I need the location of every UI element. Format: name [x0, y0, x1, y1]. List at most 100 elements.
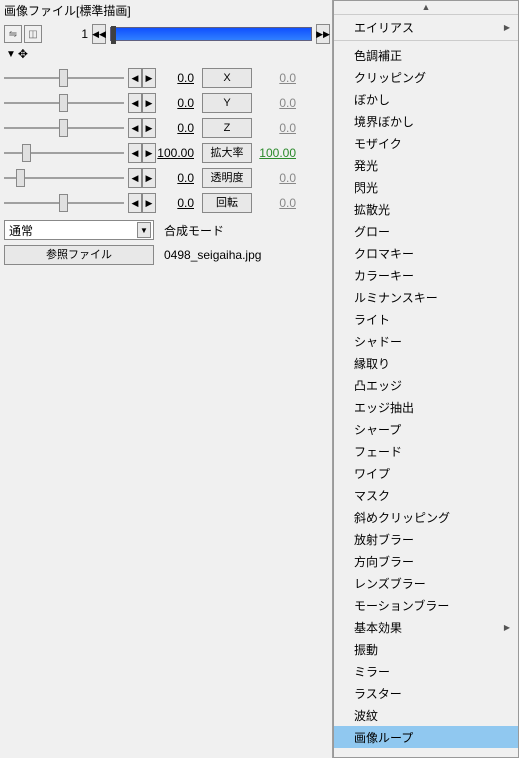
- slider-y[interactable]: [4, 93, 124, 113]
- menu-item[interactable]: シャドー: [334, 330, 518, 352]
- context-menu: ▲ エイリアス色調補正クリッピングぼかし境界ぼかしモザイク発光閃光拡散光グローク…: [333, 0, 519, 758]
- menu-item[interactable]: エッジ抽出: [334, 396, 518, 418]
- param-label-button[interactable]: 拡大率: [202, 143, 252, 163]
- menu-item[interactable]: モーションブラー: [334, 594, 518, 616]
- slider-thumb[interactable]: [59, 94, 68, 112]
- slider-track: [4, 102, 124, 104]
- slider-track: [4, 127, 124, 129]
- left-panel: 画像ファイル[標準描画] ⇋ ◫ 1 ◀◀ ▶▶ ▼ ✥ ◀▶0.0X0.0◀▶…: [0, 0, 333, 758]
- menu-item[interactable]: 縁取り: [334, 352, 518, 374]
- nudge-right[interactable]: ▶: [142, 193, 156, 213]
- menu-item[interactable]: カラーキー: [334, 264, 518, 286]
- slider-alpha[interactable]: [4, 168, 124, 188]
- menu-item[interactable]: エイリアス: [334, 17, 518, 41]
- menu-item[interactable]: 拡散光: [334, 198, 518, 220]
- menu-item[interactable]: グロー: [334, 220, 518, 242]
- menu-item[interactable]: 基本効果: [334, 616, 518, 638]
- seek-left-button[interactable]: ◀◀: [92, 24, 106, 44]
- value-left[interactable]: 100.00: [156, 146, 200, 160]
- value-right[interactable]: 0.0: [254, 121, 298, 135]
- seek-buttons-right: ▶▶: [316, 24, 330, 44]
- nudge-right[interactable]: ▶: [142, 93, 156, 113]
- slider-thumb[interactable]: [59, 194, 68, 212]
- value-right[interactable]: 0.0: [254, 171, 298, 185]
- slider-z[interactable]: [4, 118, 124, 138]
- slider-scale[interactable]: [4, 143, 124, 163]
- param-label-button[interactable]: 透明度: [202, 168, 252, 188]
- nudge-x: ◀▶: [128, 68, 156, 88]
- nudge-left[interactable]: ◀: [128, 193, 142, 213]
- menu-item[interactable]: 方向ブラー: [334, 550, 518, 572]
- menu-item[interactable]: 画像ループ: [334, 726, 518, 748]
- menu-item[interactable]: 放射ブラー: [334, 528, 518, 550]
- menu-item[interactable]: ぼかし: [334, 88, 518, 110]
- timeline-handle[interactable]: [111, 26, 116, 44]
- menu-item[interactable]: 波紋: [334, 704, 518, 726]
- param-label-button[interactable]: X: [202, 68, 252, 88]
- menu-item[interactable]: 斜めクリッピング: [334, 506, 518, 528]
- nudge-right[interactable]: ▶: [142, 118, 156, 138]
- menu-item[interactable]: ラスター: [334, 682, 518, 704]
- menu-item[interactable]: ワイプ: [334, 462, 518, 484]
- param-row-z: ◀▶0.0Z0.0: [4, 116, 328, 140]
- menu-item[interactable]: 振動: [334, 638, 518, 660]
- menu-item[interactable]: クリッピング: [334, 66, 518, 88]
- menu-item[interactable]: レンズブラー: [334, 572, 518, 594]
- nudge-right[interactable]: ▶: [142, 68, 156, 88]
- menu-item[interactable]: モザイク: [334, 132, 518, 154]
- param-label-button[interactable]: 回転: [202, 193, 252, 213]
- value-left[interactable]: 0.0: [156, 196, 200, 210]
- menu-item[interactable]: 閃光: [334, 176, 518, 198]
- param-row-rot: ◀▶0.0回転0.0: [4, 191, 328, 215]
- nudge-right[interactable]: ▶: [142, 168, 156, 188]
- param-row-scale: ◀▶100.00拡大率100.00: [4, 141, 328, 165]
- nudge-left[interactable]: ◀: [128, 168, 142, 188]
- nudge-left[interactable]: ◀: [128, 68, 142, 88]
- nudge-left[interactable]: ◀: [128, 143, 142, 163]
- value-right[interactable]: 0.0: [254, 96, 298, 110]
- value-right[interactable]: 100.00: [254, 146, 298, 160]
- slider-x[interactable]: [4, 68, 124, 88]
- menu-item[interactable]: シャープ: [334, 418, 518, 440]
- menu-item[interactable]: ミラー: [334, 660, 518, 682]
- nudge-alpha: ◀▶: [128, 168, 156, 188]
- dropdown-icon: ▼: [137, 222, 151, 238]
- flip-h-icon[interactable]: ⇋: [4, 25, 22, 43]
- blend-mode-label: 合成モード: [164, 222, 224, 239]
- nudge-z: ◀▶: [128, 118, 156, 138]
- menu-item[interactable]: 色調補正: [334, 44, 518, 66]
- blend-mode-row: 通常 ▼ 合成モード: [0, 218, 332, 242]
- timeline-track[interactable]: [110, 27, 312, 41]
- slider-thumb[interactable]: [16, 169, 25, 187]
- slider-thumb[interactable]: [22, 144, 31, 162]
- value-right[interactable]: 0.0: [254, 71, 298, 85]
- menu-item[interactable]: マスク: [334, 484, 518, 506]
- slider-rot[interactable]: [4, 193, 124, 213]
- menu-item[interactable]: ライト: [334, 308, 518, 330]
- blend-mode-select[interactable]: 通常 ▼: [4, 220, 154, 240]
- value-left[interactable]: 0.0: [156, 96, 200, 110]
- menu-item[interactable]: 凸エッジ: [334, 374, 518, 396]
- nudge-left[interactable]: ◀: [128, 93, 142, 113]
- slider-thumb[interactable]: [59, 119, 68, 137]
- value-left[interactable]: 0.0: [156, 71, 200, 85]
- browse-file-button[interactable]: 参照ファイル: [4, 245, 154, 265]
- value-left[interactable]: 0.0: [156, 171, 200, 185]
- menu-item[interactable]: フェード: [334, 440, 518, 462]
- value-left[interactable]: 0.0: [156, 121, 200, 135]
- param-label-button[interactable]: Z: [202, 118, 252, 138]
- menu-item[interactable]: ルミナンスキー: [334, 286, 518, 308]
- flip-v-icon[interactable]: ◫: [24, 25, 42, 43]
- nudge-y: ◀▶: [128, 93, 156, 113]
- value-right[interactable]: 0.0: [254, 196, 298, 210]
- menu-item[interactable]: クロマキー: [334, 242, 518, 264]
- menu-item[interactable]: 発光: [334, 154, 518, 176]
- menu-item[interactable]: 境界ぼかし: [334, 110, 518, 132]
- param-label-button[interactable]: Y: [202, 93, 252, 113]
- seek-right-button[interactable]: ▶▶: [316, 24, 330, 44]
- menu-scroll-up[interactable]: ▲: [334, 1, 518, 15]
- nudge-left[interactable]: ◀: [128, 118, 142, 138]
- collapse-row[interactable]: ▼ ✥: [0, 46, 332, 62]
- slider-thumb[interactable]: [59, 69, 68, 87]
- nudge-right[interactable]: ▶: [142, 143, 156, 163]
